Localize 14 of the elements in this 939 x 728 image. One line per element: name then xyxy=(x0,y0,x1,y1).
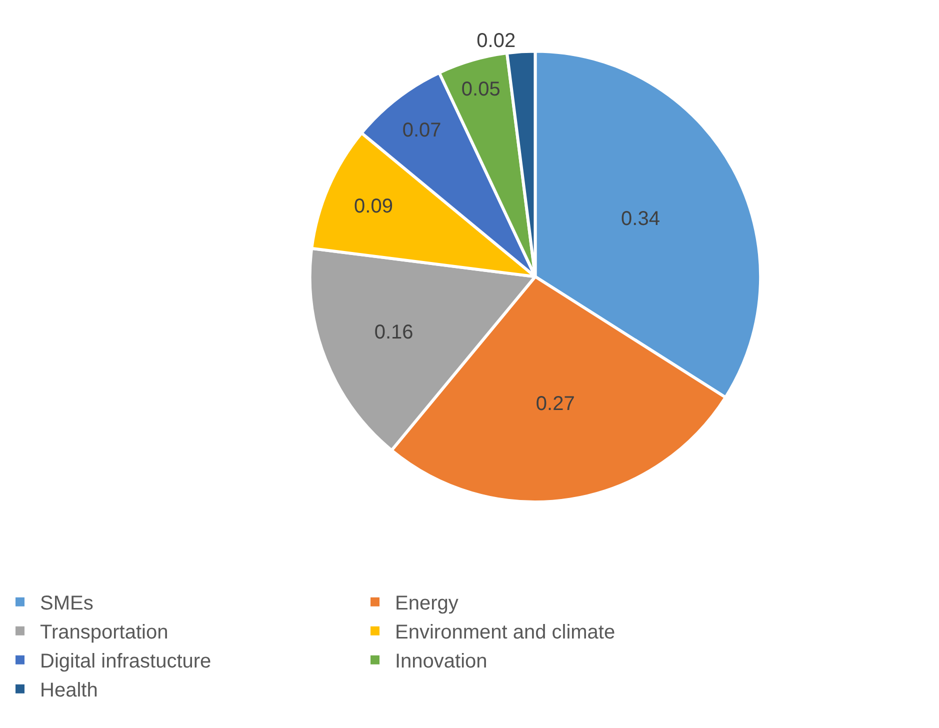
legend-label: Transportation xyxy=(40,622,168,644)
legend-label: Energy xyxy=(395,592,458,615)
legend-label: Environment and climate xyxy=(395,622,616,644)
data-label: 0.07 xyxy=(402,119,442,142)
data-label: 0.34 xyxy=(621,208,660,230)
data-label: 0.16 xyxy=(374,322,414,344)
data-label: 0.02 xyxy=(476,30,516,52)
data-label: 0.09 xyxy=(354,196,393,218)
legend-label: Health xyxy=(40,680,98,702)
data-label: 0.27 xyxy=(536,392,575,415)
legend-label: SMEs xyxy=(40,592,94,615)
legend-label: Innovation xyxy=(395,650,488,673)
legend-label: Digital infrastucture xyxy=(40,650,212,673)
data-label: 0.05 xyxy=(461,78,500,101)
